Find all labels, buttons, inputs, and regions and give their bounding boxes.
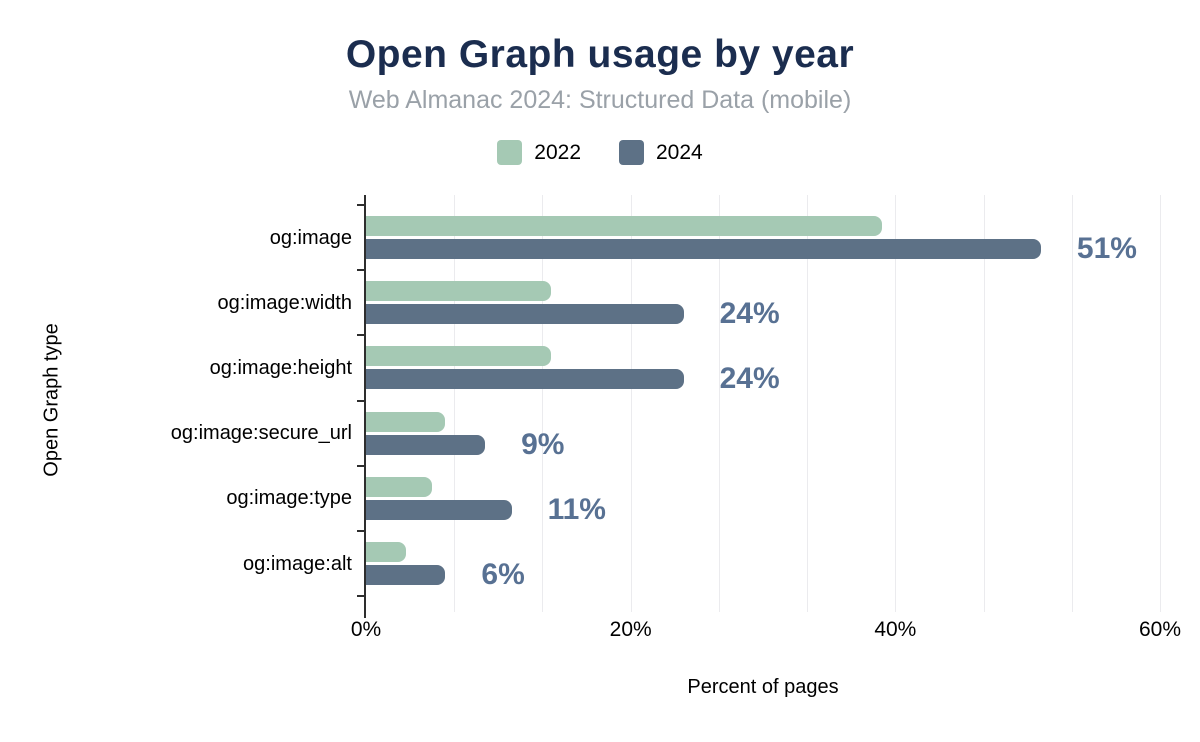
legend-item-2024: 2024 [619, 140, 703, 165]
legend-swatch-2024 [619, 140, 644, 165]
y-axis-tick [357, 399, 364, 402]
y-axis-tick [357, 334, 364, 337]
bar-2022 [366, 216, 883, 236]
bar-2022 [366, 281, 552, 302]
bar-2024 [366, 304, 684, 325]
chart-title: Open Graph usage by year [345, 33, 855, 76]
y-axis-tick [357, 269, 364, 272]
bar-2022 [366, 542, 406, 562]
legend-item-2022: 2022 [497, 140, 581, 165]
bar-2022 [366, 476, 433, 497]
category-label: og:image [269, 226, 352, 249]
plot-area: 51% 24% 24% 9% 11% 6% [357, 195, 1161, 618]
category-label: og:image:height [209, 356, 352, 379]
x-tick-label: 20% [609, 618, 652, 641]
gridline [1071, 195, 1073, 612]
y-axis-tick [357, 529, 364, 532]
x-tick-label: 0% [350, 618, 382, 641]
legend-label: 2024 [656, 140, 703, 164]
y-axis-tick [357, 595, 364, 598]
value-label: 11% [547, 492, 606, 526]
x-tick-label: 40% [874, 618, 917, 641]
chart-subtitle: Web Almanac 2024: Structured Data (mobil… [348, 86, 852, 114]
y-axis-tick [357, 203, 364, 206]
y-axis-line [364, 195, 366, 618]
legend: 2022 2024 [0, 140, 1200, 165]
bar-2024 [366, 239, 1041, 259]
bar-2024 [366, 565, 446, 585]
y-axis-tick [357, 464, 364, 467]
gridline [718, 195, 720, 612]
legend-label: 2022 [534, 140, 581, 164]
value-label: 9% [521, 427, 565, 461]
category-label: og:image:alt [243, 552, 352, 575]
bar-2024 [366, 369, 684, 390]
gridline [895, 195, 897, 612]
category-labels: og:image og:image:width og:image:height og:… [0, 195, 352, 612]
gridline [983, 195, 985, 612]
x-axis-tick-labels: 0% 20% 40% 60% [351, 617, 1181, 643]
gridline [542, 195, 544, 612]
bar-2022 [366, 346, 552, 367]
value-label: 51% [1076, 232, 1137, 265]
gridline [807, 195, 809, 612]
value-label: 24% [719, 362, 780, 396]
x-tick-label: 60% [1138, 618, 1182, 641]
x-axis-title: Percent of pages [687, 676, 839, 698]
gridline [630, 195, 632, 612]
category-label: og:image:type [226, 487, 352, 510]
gridline [1160, 195, 1161, 612]
value-label: 6% [481, 558, 525, 591]
gridline [454, 195, 456, 612]
category-label: og:image:secure_url [170, 422, 352, 445]
value-label: 24% [719, 297, 780, 331]
category-label: og:image:width [217, 291, 352, 314]
legend-swatch-2022 [497, 140, 523, 165]
bar-2024 [366, 499, 512, 520]
bar-2024 [366, 434, 486, 455]
bar-2022 [366, 411, 446, 432]
